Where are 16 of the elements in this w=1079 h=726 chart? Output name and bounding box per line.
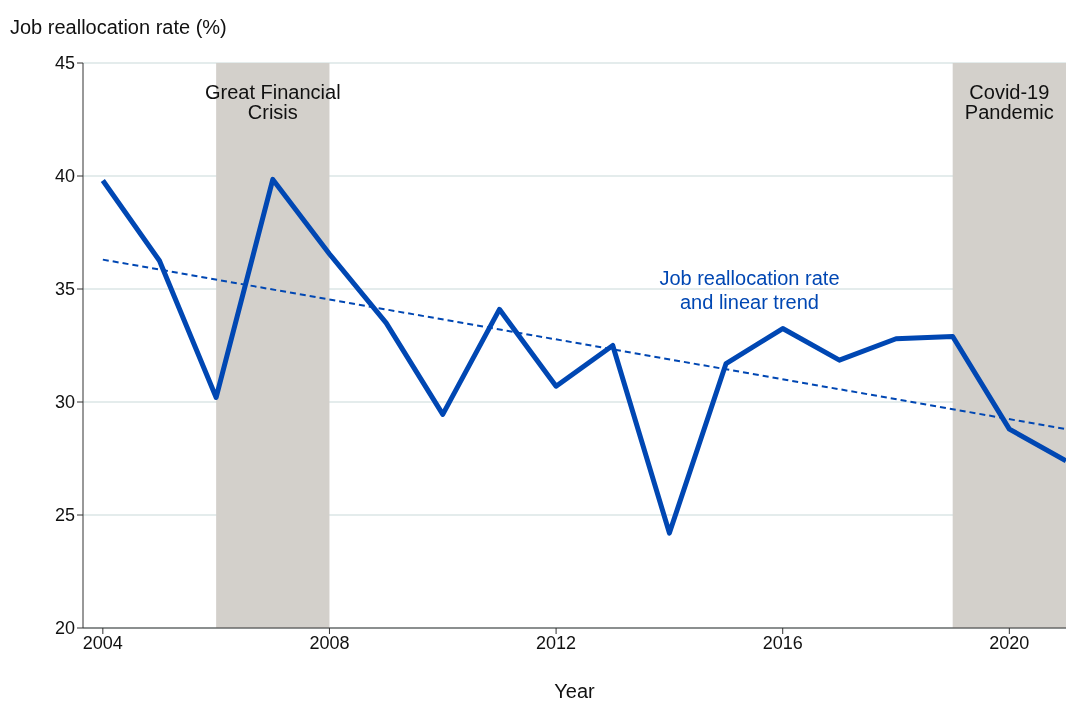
band-label: Great Financial Crisis [204, 81, 341, 124]
y-axis-title: Job reallocation rate (%) [10, 16, 227, 39]
x-tick-label: 2016 [762, 632, 803, 653]
band-label: Covid-19 Pandemic [964, 81, 1054, 124]
x-axis-title: Year [554, 680, 596, 702]
x-tick-label: 2004 [82, 632, 123, 653]
y-tick-label: 25 [54, 505, 75, 526]
x-tick-label: 2008 [309, 632, 350, 653]
x-tick-label: 2012 [536, 632, 577, 653]
y-tick-label: 35 [54, 279, 75, 300]
y-tick-label: 40 [54, 166, 75, 187]
y-tick-label: 30 [54, 392, 75, 413]
y-tick-label: 20 [54, 618, 75, 639]
y-tick-label: 45 [54, 53, 75, 74]
x-tick-label: 2020 [989, 632, 1030, 653]
annotation: Job reallocation rate and linear trend [658, 265, 841, 314]
